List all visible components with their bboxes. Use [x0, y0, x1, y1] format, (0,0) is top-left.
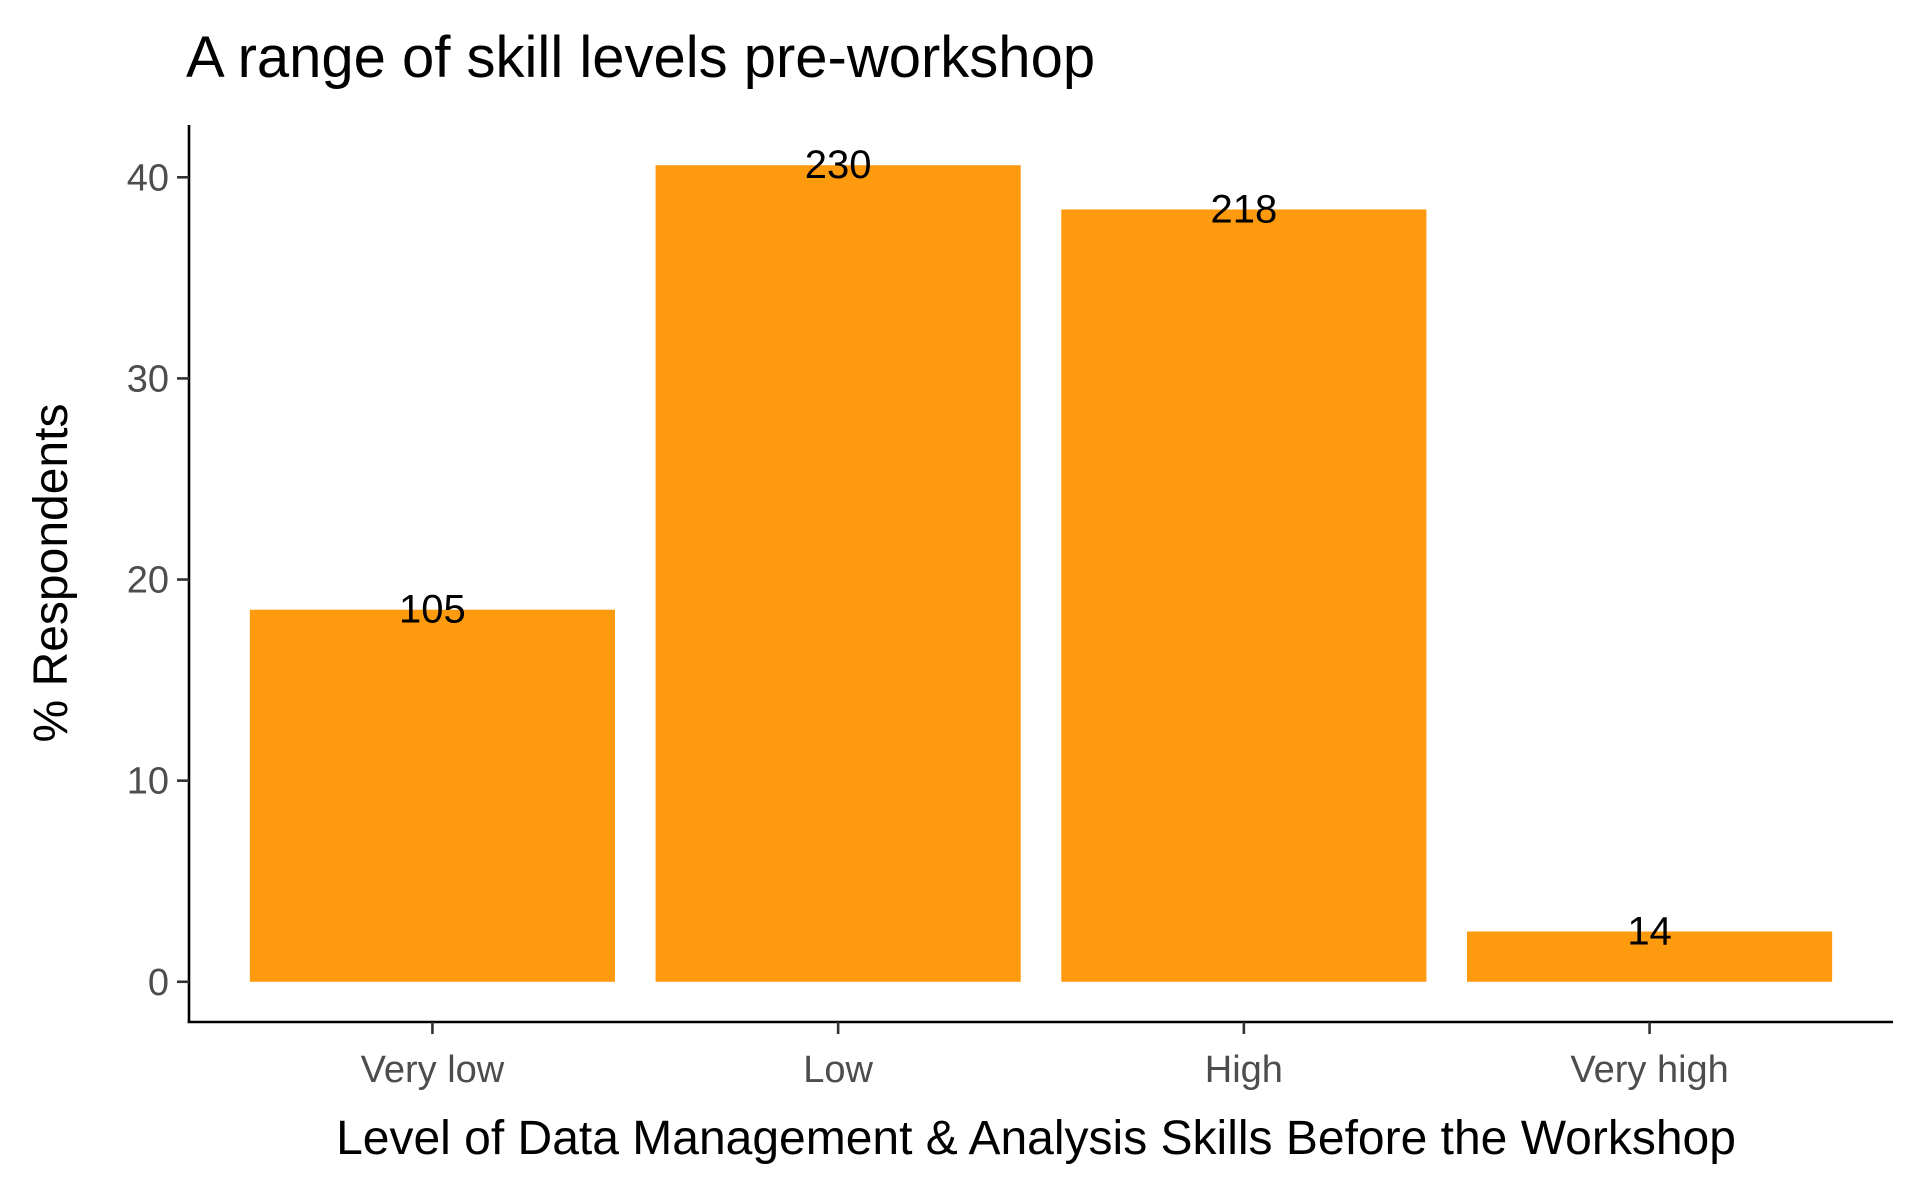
y-tick-label: 40 — [127, 157, 169, 199]
y-axis-ticks: 0 10 20 30 40 — [127, 157, 189, 1004]
bar-low — [655, 165, 1021, 982]
data-labels-group: 105 230 218 14 — [399, 143, 1672, 953]
x-axis-ticks: Very low Low High Very high — [361, 1022, 1729, 1091]
y-tick-label: 10 — [127, 761, 169, 803]
bar-very-low — [249, 609, 615, 982]
bars-group — [249, 165, 1833, 982]
data-label: 105 — [399, 588, 466, 632]
y-tick-label: 30 — [127, 358, 169, 400]
x-axis-title: Level of Data Management & Analysis Skil… — [336, 1112, 1736, 1165]
bar-very-high — [1467, 931, 1833, 982]
data-label: 218 — [1210, 187, 1277, 231]
y-tick-label: 20 — [127, 560, 169, 602]
bar-high — [1061, 209, 1427, 982]
y-tick-label: 0 — [148, 962, 169, 1004]
chart-title: A range of skill levels pre-workshop — [186, 25, 1095, 90]
x-tick-label: Low — [803, 1049, 873, 1091]
x-tick-label: High — [1205, 1049, 1283, 1091]
data-label: 230 — [805, 143, 872, 187]
x-tick-label: Very low — [361, 1049, 505, 1091]
y-axis-title: % Respondents — [25, 404, 78, 743]
x-tick-label: Very high — [1570, 1049, 1728, 1091]
data-label: 14 — [1627, 909, 1672, 953]
